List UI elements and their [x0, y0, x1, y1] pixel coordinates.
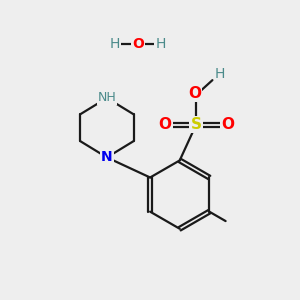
Text: O: O — [221, 117, 234, 132]
Text: NH: NH — [98, 92, 116, 104]
Text: H: H — [215, 67, 225, 81]
Text: O: O — [132, 38, 144, 52]
Text: O: O — [158, 117, 171, 132]
Text: S: S — [190, 117, 202, 132]
Text: O: O — [188, 86, 201, 101]
Text: H: H — [109, 38, 119, 52]
Text: N: N — [101, 150, 113, 164]
Text: H: H — [155, 38, 166, 52]
